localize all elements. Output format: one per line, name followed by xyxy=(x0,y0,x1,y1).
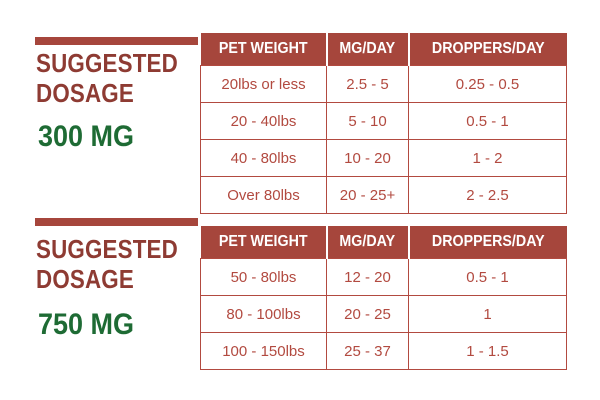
section-title: SUGGESTED DOSAGE xyxy=(36,48,201,108)
cell-droppers-day: 1 - 2 xyxy=(408,139,567,177)
cell-droppers-day: 1 - 1.5 xyxy=(408,332,567,370)
table-header-row: PET WEIGHT MG/DAY DROPPERS/DAY xyxy=(200,226,567,259)
section-divider-bar xyxy=(35,37,198,45)
header-mg-day: MG/DAY xyxy=(325,226,409,259)
table-row: 80 - 100lbs 20 - 25 1 xyxy=(200,295,567,333)
header-droppers-day: DROPPERS/DAY xyxy=(407,33,567,66)
title-line-dosage: DOSAGE xyxy=(36,264,134,294)
header-pet-weight: PET WEIGHT xyxy=(200,226,327,259)
cell-mg-day: 25 - 37 xyxy=(326,332,409,370)
cell-pet-weight: 40 - 80lbs xyxy=(200,139,327,177)
title-line-suggested: SUGGESTED xyxy=(36,234,178,264)
table-row: 100 - 150lbs 25 - 37 1 - 1.5 xyxy=(200,332,567,370)
cell-mg-day: 20 - 25+ xyxy=(326,176,409,214)
cell-pet-weight: Over 80lbs xyxy=(200,176,327,214)
cell-mg-day: 12 - 20 xyxy=(326,258,409,296)
cell-pet-weight: 20 - 40lbs xyxy=(200,102,327,140)
cell-droppers-day: 1 xyxy=(408,295,567,333)
table-row: 40 - 80lbs 10 - 20 1 - 2 xyxy=(200,139,567,177)
table-row: 50 - 80lbs 12 - 20 0.5 - 1 xyxy=(200,258,567,296)
cell-pet-weight: 100 - 150lbs xyxy=(200,332,327,370)
table-row: 20lbs or less 2.5 - 5 0.25 - 0.5 xyxy=(200,65,567,103)
cell-pet-weight: 20lbs or less xyxy=(200,65,327,103)
cell-pet-weight: 80 - 100lbs xyxy=(200,295,327,333)
cell-mg-day: 10 - 20 xyxy=(326,139,409,177)
dosage-amount: 750 MG xyxy=(38,308,135,341)
cell-droppers-day: 2 - 2.5 xyxy=(408,176,567,214)
header-pet-weight: PET WEIGHT xyxy=(200,33,327,66)
title-line-suggested: SUGGESTED xyxy=(36,48,178,78)
table-header-row: PET WEIGHT MG/DAY DROPPERS/DAY xyxy=(200,33,567,66)
cell-droppers-day: 0.25 - 0.5 xyxy=(408,65,567,103)
dosage-amount: 300 MG xyxy=(38,120,135,153)
title-line-dosage: DOSAGE xyxy=(36,78,134,108)
cell-droppers-day: 0.5 - 1 xyxy=(408,102,567,140)
dosage-section-750mg: SUGGESTED DOSAGE 750 MG PET WEIGHT MG/DA… xyxy=(0,218,600,380)
table-row: Over 80lbs 20 - 25+ 2 - 2.5 xyxy=(200,176,567,214)
table-row: 20 - 40lbs 5 - 10 0.5 - 1 xyxy=(200,102,567,140)
cell-mg-day: 20 - 25 xyxy=(326,295,409,333)
dosage-section-300mg: SUGGESTED DOSAGE 300 MG PET WEIGHT MG/DA… xyxy=(0,28,600,218)
header-mg-day: MG/DAY xyxy=(325,33,409,66)
dosage-table-300mg: PET WEIGHT MG/DAY DROPPERS/DAY 20lbs or … xyxy=(200,33,567,214)
dosage-table-750mg: PET WEIGHT MG/DAY DROPPERS/DAY 50 - 80lb… xyxy=(200,226,567,370)
section-title: SUGGESTED DOSAGE xyxy=(36,234,201,294)
header-droppers-day: DROPPERS/DAY xyxy=(407,226,567,259)
section-divider-bar xyxy=(35,218,198,226)
cell-mg-day: 5 - 10 xyxy=(326,102,409,140)
cell-pet-weight: 50 - 80lbs xyxy=(200,258,327,296)
cell-mg-day: 2.5 - 5 xyxy=(326,65,409,103)
cell-droppers-day: 0.5 - 1 xyxy=(408,258,567,296)
